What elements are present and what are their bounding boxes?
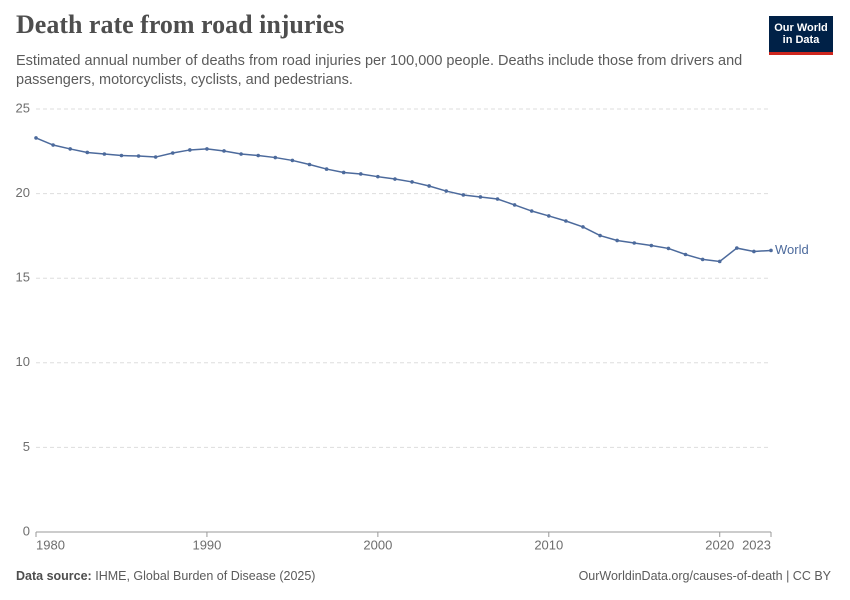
point bbox=[341, 170, 346, 175]
line bbox=[35, 137, 772, 263]
point bbox=[769, 248, 773, 253]
point bbox=[222, 149, 226, 153]
series-label: World bbox=[775, 242, 809, 257]
point bbox=[239, 152, 243, 156]
point bbox=[495, 197, 500, 201]
point bbox=[735, 246, 739, 250]
point bbox=[649, 243, 654, 248]
point bbox=[461, 193, 466, 197]
source-text: IHME, Global Burden of Disease (2025) bbox=[95, 569, 316, 583]
x-tick-label: 1990 bbox=[192, 537, 221, 552]
point bbox=[34, 136, 38, 140]
point bbox=[512, 203, 517, 207]
point bbox=[615, 238, 619, 243]
point bbox=[581, 225, 585, 229]
chart-subtitle: Estimated annual number of deaths from r… bbox=[16, 53, 743, 88]
point bbox=[68, 147, 72, 151]
point bbox=[85, 150, 90, 155]
point bbox=[358, 172, 363, 176]
chart-title: Death rate from road injuries bbox=[16, 10, 345, 39]
x-tick-label: 2020 bbox=[705, 537, 734, 552]
point bbox=[444, 189, 449, 193]
point bbox=[666, 246, 671, 251]
point bbox=[102, 152, 107, 156]
point bbox=[427, 184, 431, 188]
point bbox=[564, 219, 568, 223]
point bbox=[324, 167, 329, 171]
point bbox=[717, 259, 722, 264]
point bbox=[153, 155, 158, 159]
point bbox=[410, 180, 414, 184]
point bbox=[683, 252, 688, 257]
point bbox=[529, 209, 534, 213]
point bbox=[546, 214, 551, 218]
x-tick-label: 2023 bbox=[742, 537, 771, 552]
point bbox=[256, 153, 261, 158]
point bbox=[119, 153, 124, 158]
y-tick-label: 10 bbox=[16, 354, 30, 369]
point bbox=[273, 155, 278, 160]
point bbox=[205, 147, 209, 151]
point bbox=[632, 241, 637, 245]
y-tick-label: 20 bbox=[16, 185, 30, 200]
source-url[interactable]: OurWorldinData.org/causes-of-death | CC … bbox=[578, 569, 831, 583]
point bbox=[170, 151, 175, 155]
point bbox=[136, 154, 141, 158]
x-tick-label: 2010 bbox=[534, 537, 563, 552]
point bbox=[752, 249, 756, 254]
logo[interactable]: Our World in Data bbox=[769, 16, 833, 55]
point bbox=[290, 158, 295, 163]
source-label: Data source: bbox=[16, 569, 92, 583]
point bbox=[376, 174, 380, 179]
point bbox=[478, 195, 483, 199]
point bbox=[51, 143, 55, 147]
y-tick-label: 5 bbox=[23, 439, 30, 454]
point bbox=[393, 177, 397, 181]
point bbox=[307, 162, 312, 167]
point bbox=[188, 148, 192, 152]
x-tick-label: 1980 bbox=[36, 537, 65, 552]
y-tick-label: 0 bbox=[23, 523, 30, 538]
point bbox=[700, 257, 705, 262]
y-tick-label: 25 bbox=[16, 100, 30, 115]
point bbox=[598, 233, 602, 238]
y-tick-label: 15 bbox=[16, 270, 30, 285]
source: Data source: IHME, Global Burden of Dise… bbox=[16, 569, 315, 583]
logo-text: Our World bbox=[774, 22, 828, 34]
x-tick-label: 2000 bbox=[363, 537, 392, 552]
logo-text: in Data bbox=[782, 34, 820, 46]
